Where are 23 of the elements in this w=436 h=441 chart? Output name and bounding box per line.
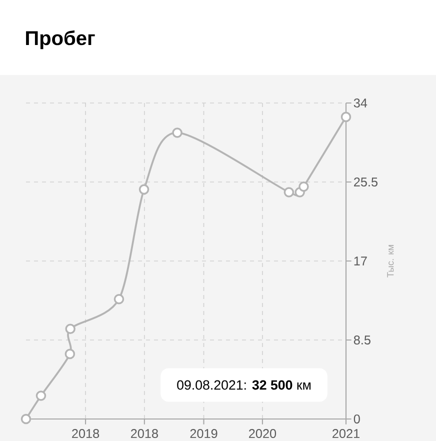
y-tick-label: 17 [354, 256, 367, 266]
annotation: 09.08.2021: 32 500 км [177, 380, 311, 390]
point [172, 128, 182, 138]
point [138, 184, 150, 195]
y-tick-label: 34 [354, 98, 368, 108]
y-axis-title: Тыс. км [387, 245, 394, 278]
y-tick-label: 25.5 [354, 178, 378, 186]
point [36, 390, 46, 401]
point [65, 324, 76, 334]
point [114, 294, 124, 304]
x-tick-label: 2021 [332, 429, 360, 438]
point [20, 414, 32, 424]
point [298, 182, 309, 192]
point [64, 348, 76, 360]
x-tick-label: 2018 [72, 429, 100, 438]
y-tick-label: 0 [354, 414, 360, 424]
point [284, 187, 294, 198]
point [340, 112, 352, 122]
chart-title: Пробег [26, 30, 95, 50]
x-tick-label: 2019 [190, 429, 218, 438]
y-tick-label: 8.5 [354, 336, 370, 344]
x-tick-label: 2020 [249, 429, 276, 438]
x-tick-label: 2018 [130, 429, 158, 438]
